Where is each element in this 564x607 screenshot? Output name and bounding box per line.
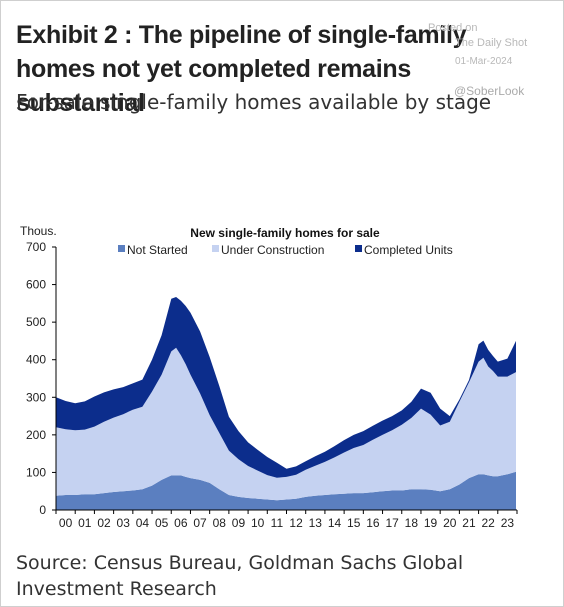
- y-tick-label: 500: [26, 315, 46, 329]
- x-tick-label: 19: [424, 516, 438, 530]
- legend-label: Not Started: [127, 243, 188, 257]
- x-tick-label: 06: [174, 516, 188, 530]
- x-tick-label: 21: [462, 516, 476, 530]
- x-tick-label: 04: [136, 516, 150, 530]
- x-tick-label: 14: [328, 516, 342, 530]
- area-series-completed-units: [56, 297, 516, 478]
- x-tick-label: 07: [193, 516, 207, 530]
- x-tick-label: 05: [155, 516, 169, 530]
- watermark-handle: @SoberLook: [454, 84, 525, 98]
- watermark-date: 01-Mar-2024: [455, 56, 513, 67]
- legend-label: Completed Units: [364, 243, 453, 257]
- x-tick-label: 01: [78, 516, 92, 530]
- x-tick-label: 02: [97, 516, 111, 530]
- source-note: Source: Census Bureau, Goldman Sachs Glo…: [16, 552, 464, 600]
- x-tick-label: 10: [251, 516, 265, 530]
- legend-swatch: [212, 245, 219, 252]
- y-tick-label: 300: [26, 390, 46, 404]
- x-tick-label: 23: [501, 516, 515, 530]
- y-tick-label: 400: [26, 353, 46, 367]
- x-tick-label: 20: [443, 516, 457, 530]
- area-series-not-started: [56, 471, 516, 510]
- y-tick-label: 100: [26, 465, 46, 479]
- x-tick-label: 18: [405, 516, 419, 530]
- y-tick-label: 600: [26, 278, 46, 292]
- y-tick-label: 700: [26, 240, 46, 254]
- x-tick-label: 17: [385, 516, 399, 530]
- x-tick-label: 12: [289, 516, 303, 530]
- axes-group: 0 100 200 300 400 500 600 700 00 01 02 03 04 05 06 07 08…: [26, 240, 518, 530]
- watermark-publisher: The Daily Shot: [455, 37, 528, 49]
- x-tick-label: 16: [366, 516, 380, 530]
- y-tick-label: 0: [39, 503, 46, 517]
- x-tick-label: 15: [347, 516, 361, 530]
- legend: Not Started Under Construction Completed U…: [118, 243, 453, 257]
- area-series-group: [56, 297, 516, 510]
- x-tick-label: 00: [59, 516, 73, 530]
- y-tick-label: 200: [26, 428, 46, 442]
- area-series-under-construction: [56, 347, 516, 501]
- x-tick-label: 11: [271, 516, 284, 530]
- x-tick-label: 22: [482, 516, 496, 530]
- x-tick-label: 03: [117, 516, 131, 530]
- y-axis-unit-label: Thous.: [20, 224, 57, 238]
- watermark-posted-on: Posted on: [428, 22, 478, 34]
- exhibit-subtitle: For-sale single-family homes available b…: [16, 90, 492, 114]
- x-tick-label: 09: [232, 516, 246, 530]
- legend-swatch: [355, 245, 362, 252]
- exhibit-title: Exhibit 2 : The pipeline of single-famil…: [16, 21, 467, 117]
- x-tick-label: 13: [309, 516, 323, 530]
- chart-title: New single-family homes for sale: [190, 226, 380, 240]
- legend-swatch: [118, 245, 125, 252]
- legend-label: Under Construction: [221, 243, 324, 257]
- x-tick-label: 08: [213, 516, 227, 530]
